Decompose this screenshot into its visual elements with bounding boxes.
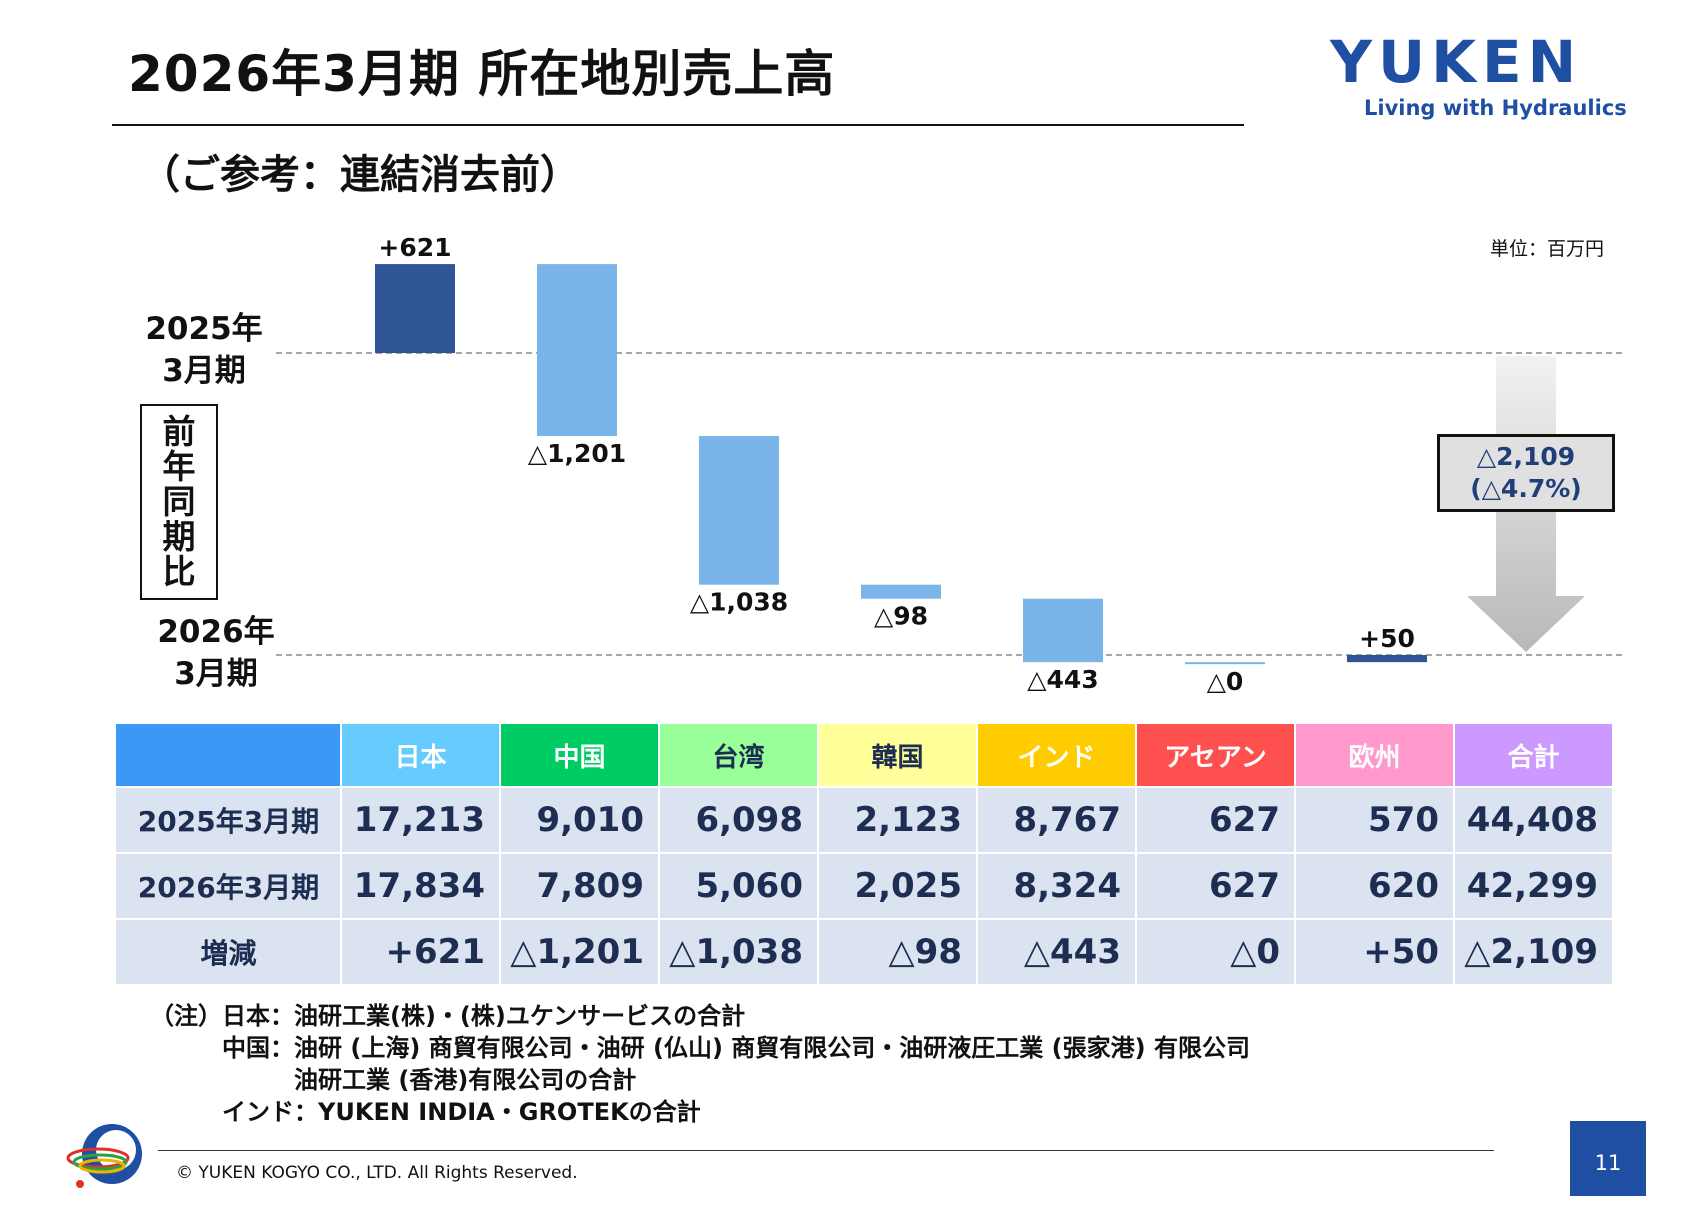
table-cell: △443 xyxy=(978,920,1135,984)
table-cell: 570 xyxy=(1296,788,1453,852)
page-number: 11 xyxy=(1570,1121,1646,1196)
table-corner-header xyxy=(116,724,340,786)
total-change-percent: (△4.7%) xyxy=(1470,474,1582,503)
column-header: 中国 xyxy=(501,724,658,786)
table-row: 2025年3月期 17,213 9,010 6,098 2,123 8,767 627 570… xyxy=(116,788,1612,852)
waterfall-bar-label: +50 xyxy=(1359,624,1415,653)
table-cell: 2,123 xyxy=(819,788,976,852)
column-header: 日本 xyxy=(342,724,499,786)
table-cell: +621 xyxy=(342,920,499,984)
logo-tagline: Living with Hydraulics xyxy=(1364,96,1627,120)
waterfall-bar xyxy=(1023,598,1103,663)
table-cell: 7,809 xyxy=(501,854,658,918)
footnotes: （注）日本：油研工業(株)・(株)ユケンサービスの合計 中国：油研 (上海) 商… xyxy=(150,1000,1250,1128)
start-period-month: 3月期 xyxy=(162,353,246,389)
waterfall-bar-label: △1,038 xyxy=(690,588,788,617)
row-header: 増減 xyxy=(116,920,340,984)
table-body: 2025年3月期 17,213 9,010 6,098 2,123 8,767 627 570… xyxy=(116,788,1612,984)
table-cell: 627 xyxy=(1137,854,1294,918)
waterfall-bar xyxy=(537,264,617,437)
waterfall-bar xyxy=(1347,655,1427,663)
waterfall-bar-label: △0 xyxy=(1207,667,1244,696)
table-cell: 9,010 xyxy=(501,788,658,852)
waterfall-bar xyxy=(1185,662,1265,665)
table-cell: 6,098 xyxy=(660,788,817,852)
table-cell: 8,767 xyxy=(978,788,1135,852)
table-row: 増減 +621 △1,201 △1,038 △98 △443 △0 +50 △2,109 xyxy=(116,920,1612,984)
table-cell: △1,201 xyxy=(501,920,658,984)
end-period-month: 3月期 xyxy=(174,656,258,692)
table-cell: △2,109 xyxy=(1455,920,1612,984)
logo-wordmark: YUKEN xyxy=(1330,28,1583,96)
table-cell: 44,408 xyxy=(1455,788,1612,852)
waterfall-bar-label: △1,201 xyxy=(528,439,626,468)
column-header: 韓国 xyxy=(819,724,976,786)
unit-label: 単位：百万円 xyxy=(1490,238,1605,260)
copyright-text: © YUKEN KOGYO CO., LTD. All Rights Reser… xyxy=(176,1163,578,1183)
table-row: 2026年3月期 17,834 7,809 5,060 2,025 8,324 627 620… xyxy=(116,854,1612,918)
yuken-logo: YUKEN Living with Hydraulics xyxy=(1330,28,1627,128)
table-cell: 620 xyxy=(1296,854,1453,918)
page-subtitle: （ご参考：連結消去前） xyxy=(140,152,580,198)
column-header: 欧州 xyxy=(1296,724,1453,786)
table-cell: 17,834 xyxy=(342,854,499,918)
yoy-char: 前 xyxy=(162,412,196,451)
table-cell: 42,299 xyxy=(1455,854,1612,918)
footnote-line: （注）日本：油研工業(株)・(株)ユケンサービスの合計 xyxy=(150,1002,746,1030)
row-header: 2026年3月期 xyxy=(116,854,340,918)
table-cell: △0 xyxy=(1137,920,1294,984)
yoy-char: 比 xyxy=(162,552,196,591)
waterfall-bar-label: △443 xyxy=(1027,665,1098,694)
column-header: 台湾 xyxy=(660,724,817,786)
footer-divider xyxy=(158,1150,1494,1151)
table-cell: 8,324 xyxy=(978,854,1135,918)
yoy-char: 年 xyxy=(162,447,196,486)
yoy-char: 同 xyxy=(162,482,196,521)
table-cell: 627 xyxy=(1137,788,1294,852)
total-change-callout: △2,109 (△4.7%) xyxy=(1437,434,1615,512)
table-cell: △98 xyxy=(819,920,976,984)
page-title: 2026年3月期 所在地別売上高 xyxy=(128,45,836,103)
waterfall-bar-label: △98 xyxy=(874,602,928,631)
table-cell: +50 xyxy=(1296,920,1453,984)
corporate-emblem xyxy=(62,1118,148,1190)
emblem-icon xyxy=(66,1124,142,1188)
waterfall-bar xyxy=(861,584,941,599)
table-cell: △1,038 xyxy=(660,920,817,984)
waterfall-bar-label: +621 xyxy=(378,233,451,262)
yoy-char: 期 xyxy=(162,517,196,556)
column-header: 合計 xyxy=(1455,724,1612,786)
start-period-label: 2025年 3月期 xyxy=(140,308,268,392)
footnote-line: 油研工業 (香港)有限公司の合計 xyxy=(150,1066,637,1094)
table-header-row: 日本 中国 台湾 韓国 インド アセアン 欧州 合計 xyxy=(116,724,1612,786)
sales-table: 日本 中国 台湾 韓国 インド アセアン 欧州 合計 2025年3月期 17,213 9,010 6… xyxy=(114,722,1614,986)
waterfall-bar xyxy=(699,436,779,585)
yoy-label: 前年同期比 xyxy=(142,414,216,589)
start-period-year: 2025年 xyxy=(145,311,263,347)
footnote-line: インド：YUKEN INDIA・GROTEKの合計 xyxy=(150,1098,701,1126)
end-period-label: 2026年 3月期 xyxy=(152,611,280,695)
column-header: インド xyxy=(978,724,1135,786)
waterfall-chart: +621 △1,201 △1,038 △98 △443 △0 +50 xyxy=(276,233,1622,696)
title-divider xyxy=(112,124,1244,126)
row-header: 2025年3月期 xyxy=(116,788,340,852)
end-period-year: 2026年 xyxy=(157,614,275,650)
waterfall-bar xyxy=(375,264,455,353)
table-cell: 17,213 xyxy=(342,788,499,852)
total-change-value: △2,109 xyxy=(1476,442,1576,471)
table-cell: 2,025 xyxy=(819,854,976,918)
table-cell: 5,060 xyxy=(660,854,817,918)
footnote-line: 中国：油研 (上海) 商貿有限公司・油研 (仏山) 商貿有限公司・油研液圧工業 … xyxy=(150,1034,1250,1062)
yoy-label-box: 前年同期比 xyxy=(140,404,218,600)
column-header: アセアン xyxy=(1137,724,1294,786)
